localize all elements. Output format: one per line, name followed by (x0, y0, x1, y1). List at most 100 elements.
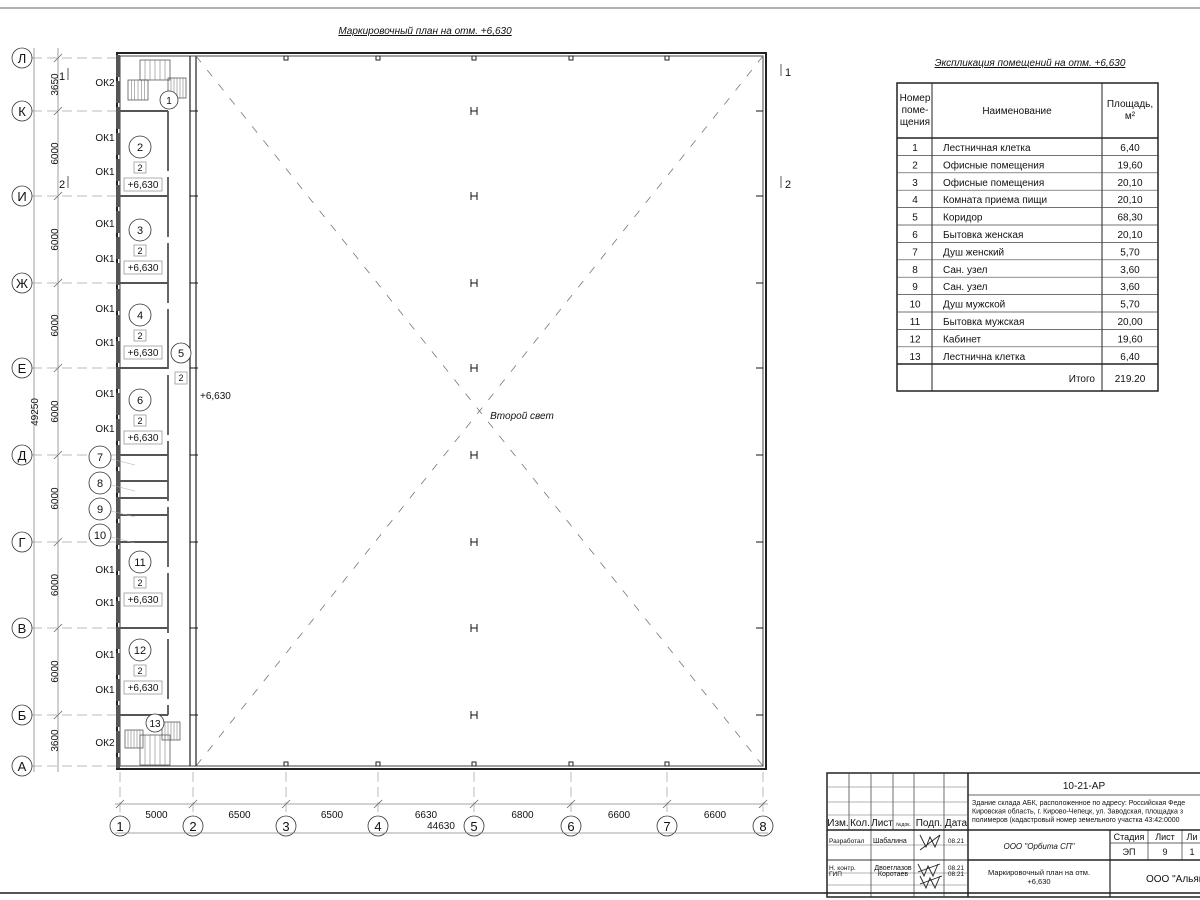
axis-label-row: Г (18, 535, 25, 550)
cell-name: Офисные помещения (943, 159, 1044, 171)
tb-sheets: 1 (1189, 847, 1194, 857)
room-type-box (133, 414, 147, 427)
room-number: 11 (134, 557, 145, 569)
total-value: 219.20 (1115, 374, 1146, 385)
tb-project-code: 10-21-АР (1063, 781, 1106, 792)
dim-tick (53, 537, 63, 547)
axis-bubble-row (11, 755, 33, 777)
window-label: ОК1 (95, 598, 115, 609)
column-square (375, 761, 381, 767)
tb-date: 08.21 (948, 871, 965, 878)
axis-bubble-col (560, 815, 582, 837)
room-number-bubble (128, 550, 152, 574)
window-label: ОК1 (95, 254, 115, 265)
dim-tick (53, 623, 63, 633)
window-label: ОК1 (95, 167, 115, 178)
header-number-line3: щения (900, 117, 930, 128)
axis-bubble-row (11, 357, 33, 379)
room-number: 6 (137, 395, 143, 407)
axis-label-col: 3 (282, 819, 289, 834)
axis-label-col: 7 (663, 819, 670, 834)
column-square (568, 761, 574, 767)
room-number-bubble (170, 342, 192, 364)
row-dimension: 6000 (50, 660, 61, 683)
second-light-label: Второй свет (490, 411, 554, 422)
cell-number: 8 (912, 265, 918, 276)
room-number-bubble (88, 445, 112, 469)
col-dimension: 6800 (511, 810, 534, 821)
cell-number: 13 (909, 352, 921, 363)
cell-area: 3,60 (1120, 265, 1140, 276)
room-level: +6,630 (128, 180, 159, 191)
column-square (568, 55, 574, 61)
axis-bubble-col (182, 815, 204, 837)
axis-bubble-row (11, 185, 33, 207)
header-name: Наименование (982, 106, 1052, 117)
column-square (283, 55, 289, 61)
cell-name: Коридор (943, 213, 983, 224)
axis-bubble-row (11, 531, 33, 553)
cell-number: 5 (912, 213, 918, 224)
window-label: ОК1 (95, 424, 115, 435)
window-label: ОК1 (95, 389, 115, 400)
axis-label-row: Б (18, 708, 27, 723)
room-type-box (133, 161, 147, 174)
window-label: ОК1 (95, 650, 115, 661)
room-number-bubble (145, 713, 165, 733)
cell-area: 68,30 (1117, 213, 1142, 224)
tb-name: Коротаев (878, 871, 909, 878)
explication-table: Экспликация помещений на отм. +6,630 Номе… (896, 58, 1159, 392)
room-number-bubble (88, 471, 112, 495)
cell-number: 6 (912, 230, 918, 241)
tb-header: Подп. (916, 818, 943, 829)
tb-sheet-title: +6,630 (1027, 877, 1050, 886)
room-number: 10 (94, 530, 106, 542)
axis-label-col: 6 (567, 819, 574, 834)
dim-tick (53, 191, 63, 201)
row-dimension: 6000 (50, 228, 61, 251)
tb-company: ООО "Орбита СП" (1003, 842, 1075, 851)
row-dimension: 6000 (50, 487, 61, 510)
axis-bubble-row (11, 272, 33, 294)
floor-plan: Л К И Ж Е Д Г В Б А 3650 6000 6000 6000 6000 6000 6000 60… (11, 47, 791, 837)
room-number: 12 (134, 645, 146, 657)
room-number-bubble (88, 523, 112, 547)
room-number: 13 (149, 719, 161, 730)
axis-label-col: 2 (189, 819, 196, 834)
room-type-box (133, 329, 147, 342)
tb-name: Шабалина (873, 837, 907, 845)
column-square (664, 761, 670, 767)
cell-area: 20,10 (1117, 178, 1142, 189)
tb-stage-header: Лист (1155, 832, 1175, 842)
axis-label-row: Е (18, 361, 27, 376)
dim-tick (53, 450, 63, 460)
dim-tick (53, 278, 63, 288)
building-outline (116, 52, 767, 770)
room-level: +6,630 (128, 263, 159, 274)
cell-area: 5,70 (1120, 247, 1140, 258)
axis-label-row: Л (18, 51, 27, 66)
row-dimension: 3650 (50, 73, 61, 96)
building-inner-outline (119, 55, 764, 767)
dim-tick (53, 363, 63, 373)
room-level-box (123, 260, 163, 275)
cell-area: 20,10 (1117, 195, 1142, 206)
col-dimension: 6630 (415, 810, 438, 821)
room-level: +6,630 (128, 348, 159, 359)
room-number-bubble (128, 303, 152, 327)
cell-name: Бытовка мужская (943, 317, 1024, 328)
column-square (283, 761, 289, 767)
axis-label-col: 5 (470, 819, 477, 834)
tb-role: Н. контр. (829, 865, 856, 872)
axis-bubble-col (752, 815, 774, 837)
header-area-unit: м² (1125, 111, 1136, 122)
room-number: 1 (166, 96, 172, 107)
room-level: +6,630 (128, 595, 159, 606)
room-number: 7 (97, 452, 103, 464)
dim-tick (53, 53, 63, 63)
title-block-border (826, 772, 1200, 898)
col-total-dimension: 44630 (427, 821, 455, 832)
room-type-box (174, 371, 188, 385)
cell-name: Лестнична клетка (943, 352, 1026, 363)
